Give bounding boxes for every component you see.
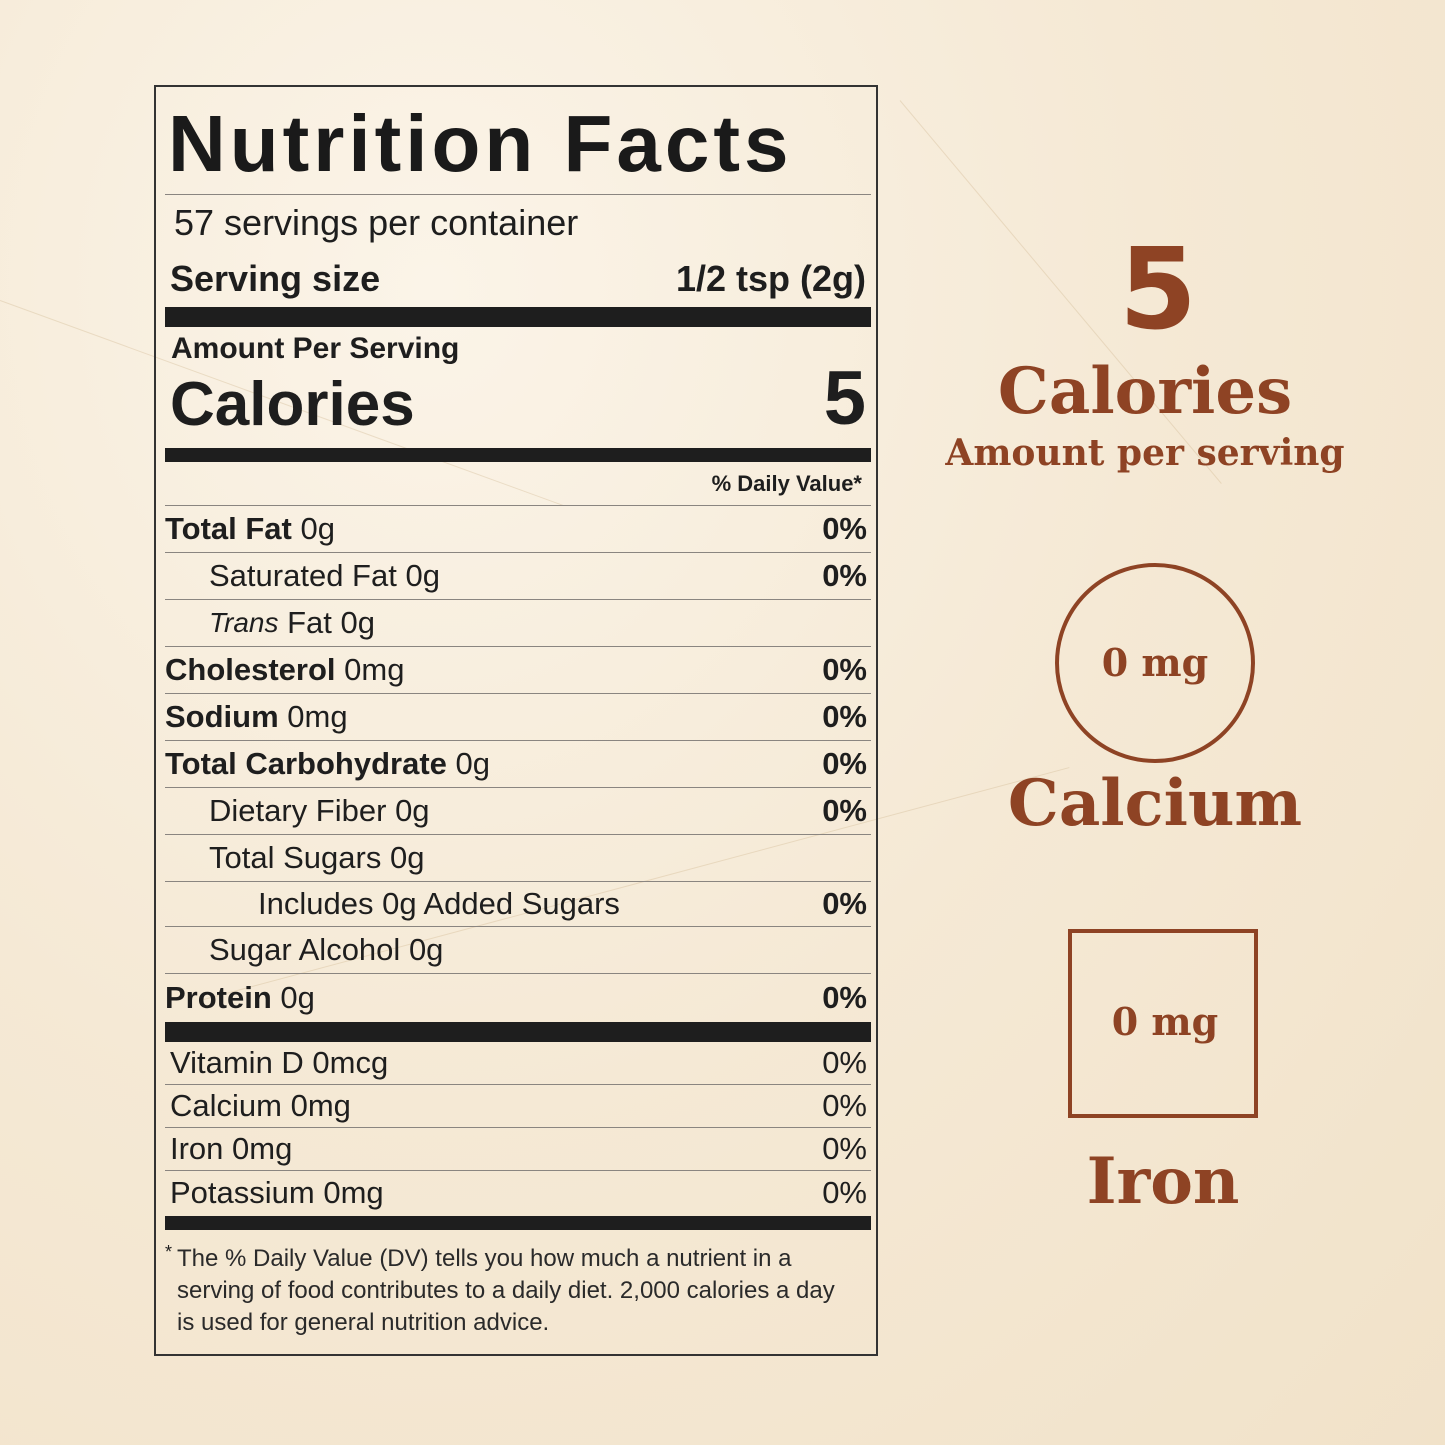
- nutrient-name: Fat: [287, 605, 332, 640]
- nutrient-dv: 0%: [822, 793, 867, 828]
- vitamin-dv: 0%: [822, 1088, 867, 1123]
- nutrient-name: Protein: [165, 979, 272, 1015]
- nutrient-name: Total Carbohydrate: [165, 746, 447, 781]
- highlight-iron-label: Iron: [1086, 1144, 1240, 1219]
- vitamin-name: Vitamin D 0mcg: [170, 1045, 389, 1080]
- nutrient-amount: 0g: [408, 932, 444, 967]
- thick-bar: [165, 448, 871, 462]
- daily-value-header: % Daily Value*: [711, 471, 862, 496]
- vitamin-row-vitamin-d: Vitamin D 0mcg 0%: [165, 1042, 871, 1085]
- nutrition-facts-label: Nutrition Facts 57 servings per containe…: [154, 85, 878, 1356]
- nutrient-amount: 0g: [405, 558, 440, 593]
- nutrient-name: Sodium: [165, 699, 279, 734]
- nutrient-dv: 0%: [822, 511, 867, 546]
- highlight-calories-value: 5: [1119, 225, 1197, 355]
- nutrient-amount: 0g: [389, 840, 425, 875]
- thick-bar: [165, 1022, 871, 1042]
- nutrient-row-added-sugars: Includes 0g Added Sugars 0%: [165, 882, 871, 927]
- serving-size-label: Serving size: [170, 258, 381, 299]
- nutrient-row-saturated-fat: Saturated Fat 0g 0%: [165, 553, 871, 600]
- nutrient-row-total-fat: Total Fat 0g 0%: [165, 506, 871, 553]
- serving-size-value: 1/2 tsp (2g): [675, 258, 866, 299]
- nutrient-row-dietary-fiber: Dietary Fiber 0g 0%: [165, 788, 871, 835]
- servings-per-container: 57 servings per container: [174, 202, 579, 243]
- nutrient-dv: 0%: [822, 699, 867, 734]
- nutrient-name: Total Sugars: [209, 840, 382, 875]
- vitamin-name: Calcium 0mg: [170, 1088, 351, 1123]
- nutrient-dv: 0%: [822, 652, 867, 687]
- nutrient-row-total-sugars: Total Sugars 0g: [165, 835, 871, 882]
- nutrient-amount: 0g: [395, 793, 430, 828]
- nutrient-amount: 0g: [300, 511, 335, 546]
- highlight-calcium-value: 0 mg: [1101, 640, 1209, 685]
- nutrient-name: Sugar Alcohol: [209, 932, 401, 967]
- vitamin-row-potassium: Potassium 0mg 0%: [165, 1171, 871, 1214]
- nutrient-amount: 0g: [280, 979, 315, 1015]
- footnote-asterisk: *: [165, 1242, 173, 1262]
- calories-label: Calories: [170, 370, 415, 439]
- nutrient-amount: 0g: [340, 605, 376, 640]
- vitamin-name: Potassium 0mg: [170, 1174, 384, 1210]
- nutrient-name: Saturated Fat: [209, 558, 397, 593]
- nutrient-dv: 0%: [822, 746, 867, 781]
- vitamin-row-calcium: Calcium 0mg 0%: [165, 1085, 871, 1128]
- thick-bar: [165, 307, 871, 327]
- highlight-calcium-label: Calcium: [1007, 766, 1303, 841]
- nutrient-name: Cholesterol: [165, 652, 336, 687]
- iron-square: [1068, 929, 1258, 1118]
- calcium-circle: [1055, 563, 1255, 763]
- highlight-calories-sub: Amount per serving: [945, 432, 1345, 474]
- label-title: Nutrition Facts: [168, 99, 793, 188]
- nutrient-row-cholesterol: Cholesterol 0mg 0%: [165, 647, 871, 694]
- nutrient-dv: 0%: [822, 979, 867, 1015]
- divider: [165, 194, 871, 195]
- highlight-iron-value: 0 mg: [1111, 999, 1219, 1044]
- nutrient-amount: 0mg: [287, 699, 348, 734]
- highlight-calories-label: Calories: [997, 354, 1293, 429]
- nutrient-row-sodium: Sodium 0mg 0%: [165, 694, 871, 741]
- nutrient-amount: 0mg: [344, 652, 405, 687]
- vitamin-name: Iron 0mg: [170, 1131, 293, 1166]
- nutrient-name: Dietary Fiber: [209, 793, 387, 828]
- vitamin-dv: 0%: [822, 1174, 867, 1210]
- nutrient-row-sugar-alcohol: Sugar Alcohol 0g: [165, 927, 871, 974]
- nutrient-amount: 0g: [455, 746, 491, 781]
- vitamin-row-iron: Iron 0mg 0%: [165, 1128, 871, 1171]
- nutrient-row-protein: Protein 0g 0%: [165, 974, 871, 1021]
- vitamin-dv: 0%: [822, 1131, 867, 1166]
- nutrient-dv: 0%: [822, 558, 867, 593]
- nutrient-name: Includes 0g Added Sugars: [258, 886, 620, 921]
- footnote: The % Daily Value (DV) tells you how muc…: [177, 1245, 835, 1336]
- nutrient-row-total-carbohydrate: Total Carbohydrate 0g 0%: [165, 741, 871, 788]
- vitamin-dv: 0%: [822, 1045, 867, 1080]
- nutrient-name: Total Fat: [165, 511, 292, 546]
- nutrient-dv: 0%: [822, 886, 867, 921]
- nutrient-name-italic: Trans: [209, 607, 279, 638]
- nutrient-row-trans-fat: Trans Fat 0g: [165, 600, 871, 647]
- calories-value: 5: [823, 356, 866, 441]
- amount-per-serving: Amount Per Serving: [171, 332, 460, 365]
- divider: [165, 505, 871, 506]
- thick-bar: [165, 1216, 871, 1230]
